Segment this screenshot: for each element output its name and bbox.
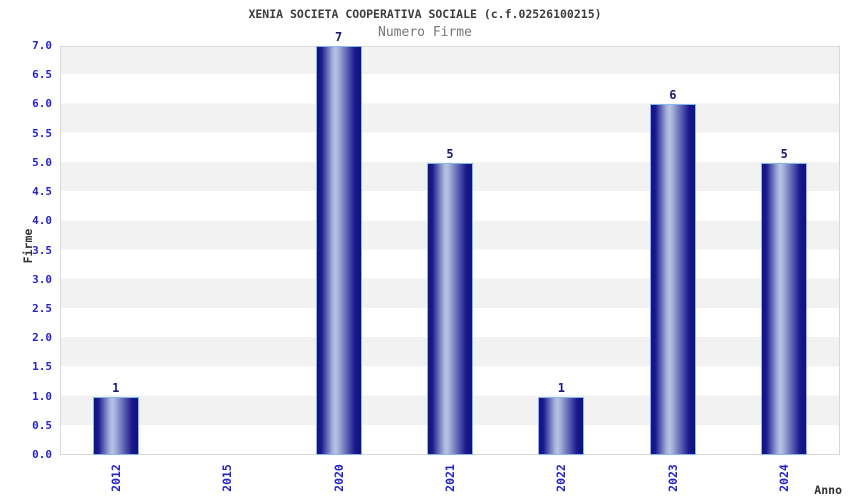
bar-value-label: 6 (669, 88, 677, 103)
bar-2020 (315, 46, 362, 455)
bar-2024 (761, 162, 808, 455)
y-tick-label: 1.0 (32, 389, 52, 403)
y-tick-label: 5.0 (32, 155, 52, 169)
x-tick-label: 2023 (665, 464, 680, 492)
bar-2022 (538, 396, 585, 455)
bar-2021 (427, 162, 473, 455)
y-tick-label: 6.0 (32, 97, 52, 111)
y-tick-label: 2.0 (32, 331, 52, 345)
y-tick-label: 1.5 (32, 360, 52, 374)
bar-2012 (92, 396, 139, 455)
bar-value-label: 7 (334, 30, 343, 44)
chart-subtitle: Numero Firme (378, 25, 472, 40)
bar-value-label: 1 (112, 380, 120, 395)
x-tick-label: 2012 (108, 464, 123, 492)
x-tick-label: 2015 (220, 464, 235, 492)
x-tick-label: 2024 (777, 464, 792, 492)
y-tick-label: 0.0 (32, 448, 52, 461)
x-tick-label: 2022 (554, 464, 569, 492)
x-tick-label: 2020 (331, 464, 346, 492)
x-axis-title: Anno (814, 483, 842, 497)
bar-value-label: 5 (780, 146, 788, 161)
y-tick-label: 4.5 (32, 185, 52, 199)
y-tick-label: 0.5 (32, 418, 52, 432)
y-tick-label: 5.5 (32, 126, 52, 140)
y-tick-label: 4.0 (32, 214, 52, 228)
bar-value-label: 1 (557, 380, 566, 395)
bar-2023 (649, 104, 696, 455)
y-tick-label: 2.5 (32, 301, 52, 315)
y-axis-title: Firme (21, 228, 35, 264)
y-tick-label: 3.0 (32, 272, 52, 286)
chart-title: XENIA SOCIETA COOPERATIVA SOCIALE (c.f.0… (248, 7, 602, 21)
y-tick-label: 7.0 (32, 39, 52, 52)
x-tick-label: 2021 (443, 464, 457, 492)
y-tick-label: 3.5 (32, 243, 52, 257)
bar-value-label: 5 (446, 146, 454, 161)
y-tick-label: 6.5 (32, 68, 52, 82)
